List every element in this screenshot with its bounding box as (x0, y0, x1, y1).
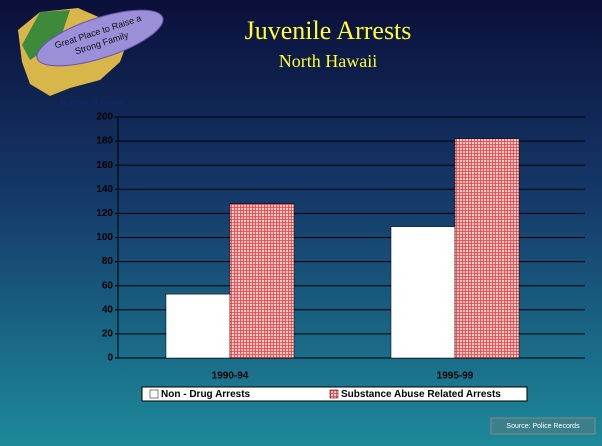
x-tick-label: 1995-99 (437, 371, 474, 382)
legend-label: Non - Drug Arrests (161, 389, 251, 400)
y-tick-label: 20 (102, 329, 114, 340)
y-tick-label: 80 (102, 256, 114, 267)
logo-ellipse (36, 9, 164, 67)
y-tick-label: 200 (96, 112, 113, 123)
legend-label: Substance Abuse Related Arrests (341, 389, 501, 400)
chart-title: Juvenile Arrests (245, 16, 412, 45)
source: Source: Police Records (506, 423, 580, 430)
x-tick-label: 1990-94 (212, 371, 249, 382)
logo: Great Place to Raise a Strong Family (18, 8, 164, 96)
legend-swatch (149, 389, 159, 399)
bar (229, 203, 295, 359)
chart-subtitle: North Hawaii (279, 51, 377, 71)
bar (165, 293, 231, 359)
y-tick-label: 140 (96, 184, 113, 195)
y-tick-label: 0 (107, 353, 113, 364)
legend-swatch (329, 389, 339, 399)
bar (454, 138, 520, 359)
y-tick-label: 120 (96, 208, 113, 219)
island-green (22, 10, 70, 60)
y-tick-label: 180 (96, 136, 113, 147)
bar (390, 226, 456, 359)
y-tick-label: 100 (96, 232, 113, 243)
y-axis-label: Number of Arrests (60, 99, 124, 108)
y-tick-label: 160 (96, 160, 113, 171)
y-tick-label: 60 (102, 280, 114, 291)
y-tick-label: 40 (102, 304, 114, 315)
source-box (490, 417, 596, 435)
